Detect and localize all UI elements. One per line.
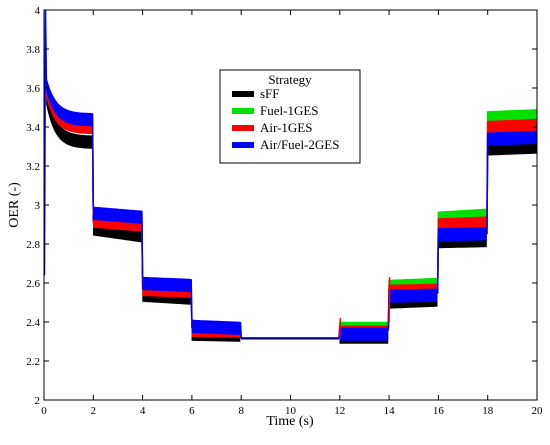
y-tick-label: 3.2 [26,161,40,173]
x-tick-label: 0 [41,405,47,417]
legend-label-fuel-1ges: Fuel-1GES [260,103,319,118]
band-air-fuel-2ges-6 [388,288,438,303]
series-layer [43,9,538,344]
x-tick-label: 20 [532,405,544,417]
step-air-fuel-2ges-7 [486,132,489,228]
band-air-fuel-2ges-3 [191,319,241,336]
y-tick-label: 3 [35,200,41,212]
step-air-fuel-2ges-0 [91,113,95,207]
y-tick-label: 2.4 [26,317,40,329]
x-tick-label: 2 [91,405,97,417]
x-tick-label: 6 [189,405,195,417]
step-air-fuel-2ges-6 [436,228,440,289]
band-air-fuel-2ges-7 [438,227,487,242]
step-air-fuel-2ges-1 [141,210,144,278]
y-axis-label: OER (-) [7,182,22,228]
legend: Strategy sFF Fuel-1GES Air-1GES Air/Fuel-2G… [219,69,361,164]
x-axis-label: Time (s) [266,414,314,429]
legend-label-air-1ges: Air-1GES [260,120,312,135]
y-tick-label: 2.6 [26,278,40,290]
axes-layer: 0 2 4 6 8 10 12 14 16 18 2022.22.42.62.833.23.43.6… [26,5,543,417]
legend-label-sff: sFF [260,86,280,101]
band-air-fuel-2ges-8 [487,130,538,146]
y-tick-label: 3.6 [26,83,40,95]
y-tick-label: 2.8 [26,239,40,251]
x-tick-label: 12 [334,405,345,417]
plot-frame [43,9,538,401]
y-tick-label: 2.2 [26,356,40,368]
x-tick-label: 10 [285,405,297,417]
y-tick-label: 3.4 [26,122,40,134]
x-tick-label: 14 [384,405,396,417]
x-tick-label: 4 [140,405,146,417]
x-tick-label: 18 [482,405,494,417]
legend-box [219,69,361,164]
y-tick-label: 2 [35,395,41,407]
y-tick-label: 3.8 [26,44,40,56]
legend-title: Strategy [268,72,312,87]
band-air-fuel-2ges-2 [142,276,191,293]
y-tick-label: 4 [35,5,41,17]
band-sff-4 [240,338,339,340]
x-tick-label: 8 [238,405,244,417]
legend-items: sFF Fuel-1GES Air-1GES Air/Fuel-2GES [232,86,339,152]
transient-line [43,9,48,276]
initial-transient [43,9,391,338]
band-air-fuel-2ges-5 [339,327,389,341]
step-air-fuel-2ges-3 [239,321,242,338]
legend-label-air-fuel-2ges: Air/Fuel-2GES [260,137,339,152]
step-air-fuel-2ges-2 [190,279,193,321]
band-air-fuel-2ges-4 [240,337,339,339]
x-tick-label: 16 [433,405,445,417]
